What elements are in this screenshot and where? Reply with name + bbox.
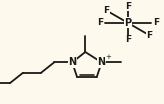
Text: F: F bbox=[146, 31, 152, 40]
Text: F: F bbox=[125, 35, 131, 44]
Text: N: N bbox=[68, 57, 76, 67]
Text: F: F bbox=[97, 18, 103, 27]
Text: F: F bbox=[125, 2, 131, 11]
Text: F: F bbox=[153, 18, 159, 27]
Text: N: N bbox=[98, 57, 106, 67]
Text: P: P bbox=[124, 18, 132, 28]
Text: F: F bbox=[103, 6, 110, 15]
Text: +: + bbox=[105, 54, 111, 60]
